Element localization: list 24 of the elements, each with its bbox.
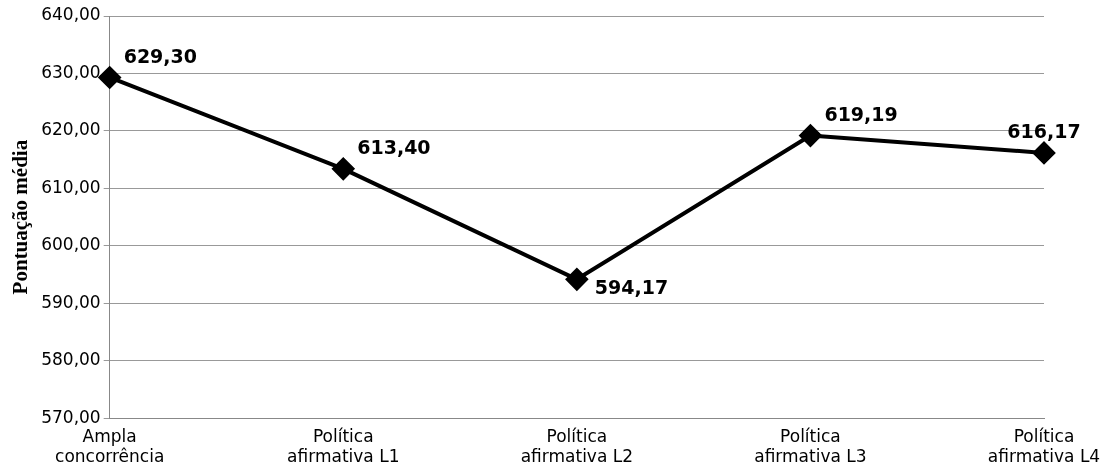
y-tick-label: 630,00 [41, 61, 101, 82]
y-tick-label: 570,00 [41, 406, 101, 427]
data-label: 594,17 [594, 275, 669, 298]
x-tick-label: Ampla concorrência [55, 425, 165, 467]
x-tick-label: Política afirmativa L3 [754, 425, 867, 467]
point [799, 124, 822, 147]
data-label: 616,17 [1007, 120, 1081, 143]
data-label: 613,40 [357, 136, 431, 159]
y-tick-label: 590,00 [41, 291, 101, 312]
y-tick-label: 600,00 [41, 234, 101, 255]
point [98, 66, 121, 89]
point [565, 268, 588, 291]
x-tick-label: Política afirmativa L2 [520, 425, 634, 467]
y-tick-label: 620,00 [41, 119, 101, 140]
x-tick-label: Política afirmativa L4 [987, 425, 1101, 467]
data-label: 619,19 [824, 103, 898, 126]
x-tick-label: Política afirmativa L1 [287, 425, 400, 467]
y-axis-title: Pontuação média [8, 139, 33, 295]
data-label: 629,30 [123, 44, 198, 67]
y-tick-label: 640,00 [41, 4, 101, 25]
point [332, 157, 355, 180]
y-tick-label: 580,00 [41, 349, 101, 370]
y-tick-label: 610,00 [41, 176, 101, 197]
point [1033, 141, 1055, 164]
